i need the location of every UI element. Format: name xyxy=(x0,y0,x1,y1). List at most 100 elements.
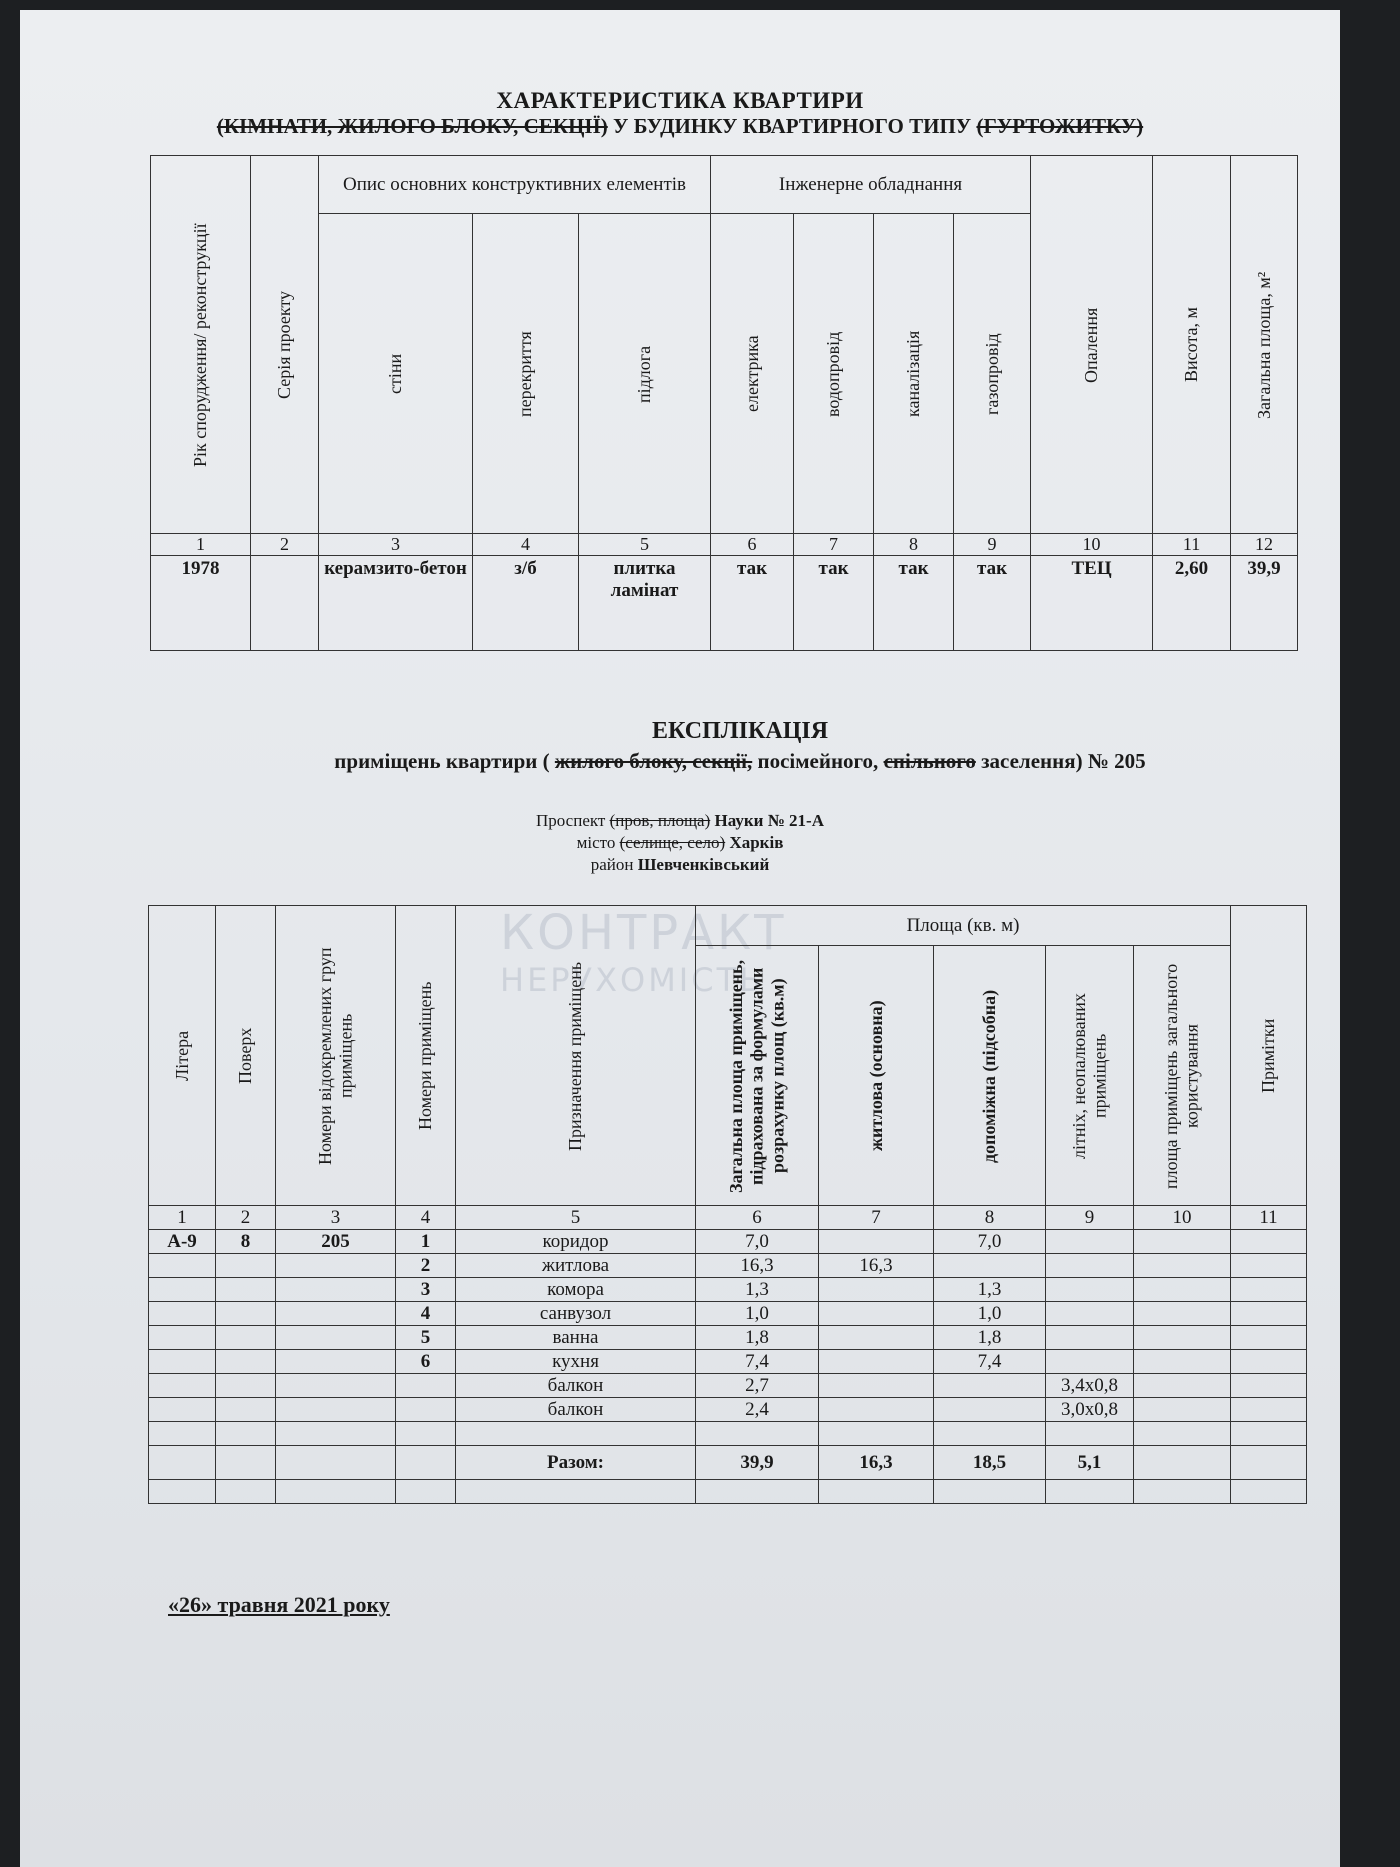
column-header-text: літніх, неопалюваних приміщень xyxy=(1068,992,1110,1159)
room-cell xyxy=(1132,1325,1232,1350)
blank-cell xyxy=(275,1445,396,1480)
room-cell: 2,7 xyxy=(695,1373,819,1398)
room-cell xyxy=(148,1349,216,1374)
column-header-text: газопровід xyxy=(981,332,1002,415)
column-header: Рік спорудження/ реконструкції xyxy=(150,155,251,534)
header: ХАРАКТЕРИСТИКА КВАРТИРИ (КІМНАТИ, ЖИЛОГО… xyxy=(20,88,1340,139)
room-cell: 7,0 xyxy=(933,1229,1046,1254)
data-cell: з/б xyxy=(472,555,579,651)
date: «26» травня 2021 року xyxy=(168,1592,390,1617)
address-line: Проспект (пров, площа) Науки № 21-А xyxy=(400,810,960,832)
address-value: Шевченківський xyxy=(637,855,770,874)
room-cell xyxy=(1230,1373,1308,1398)
room-row: А-9 8 205 1 коридор 7,0 7,0 xyxy=(148,1229,1308,1254)
room-cell: 7,4 xyxy=(695,1349,819,1374)
column-number: 10 xyxy=(1030,533,1154,556)
room-cell xyxy=(818,1373,934,1398)
header-title: ХАРАКТЕРИСТИКА КВАРТИРИ xyxy=(496,88,864,113)
room-cell: санвузол xyxy=(455,1301,696,1326)
room-cell xyxy=(148,1373,216,1398)
room-cell xyxy=(215,1373,276,1398)
room-cell xyxy=(275,1373,396,1398)
room-cell xyxy=(1230,1253,1308,1278)
column-header-text: Загальна площа, м² xyxy=(1253,270,1274,419)
blank-cell xyxy=(1045,1421,1134,1446)
room-cell: 2 xyxy=(395,1253,456,1278)
room-cell: 1,8 xyxy=(933,1325,1046,1350)
table: Літера Поверх Номери відокремлених груп пр… xyxy=(148,905,1308,1504)
column-header-text: Опалення xyxy=(1081,306,1102,383)
column-header: площа приміщень загального користування xyxy=(1132,945,1232,1206)
data-cell: керамзито-бетон xyxy=(318,555,473,651)
column-number: 9 xyxy=(1045,1205,1134,1230)
room-cell xyxy=(818,1301,934,1326)
column-header-text: площа приміщень загального користування xyxy=(1161,962,1203,1189)
address-label: район xyxy=(590,855,634,874)
room-cell xyxy=(1045,1229,1134,1254)
room-cell xyxy=(1132,1253,1232,1278)
room-cell xyxy=(1132,1373,1232,1398)
address-value: Науки № 21-А xyxy=(714,811,824,830)
column-header-text: Літера xyxy=(171,1030,192,1081)
blank-row xyxy=(148,1479,1308,1504)
column-number: 10 xyxy=(1132,1205,1232,1230)
address-struck: (пров, площа) xyxy=(609,811,711,830)
room-cell: 2,4 xyxy=(695,1397,819,1422)
data-cell: так xyxy=(953,555,1032,651)
room-cell xyxy=(275,1277,396,1302)
explication-header: ЕКСПЛІКАЦІЯ приміщень квартири ( жилого … xyxy=(170,718,1310,774)
room-cell xyxy=(215,1301,276,1326)
room-cell xyxy=(818,1277,934,1302)
explication-title: ЕКСПЛІКАЦІЯ xyxy=(651,718,829,744)
address-label: Проспект xyxy=(535,811,606,830)
data-cell: так xyxy=(873,555,955,651)
room-cell: 8 xyxy=(215,1229,276,1254)
column-header-text: Висота, м xyxy=(1181,307,1202,382)
column-header-text: перекриття xyxy=(515,330,536,417)
room-cell xyxy=(1132,1229,1232,1254)
column-number: 7 xyxy=(793,533,875,556)
document-sheet: ХАРАКТЕРИСТИКА КВАРТИРИ (КІМНАТИ, ЖИЛОГО… xyxy=(20,10,1340,1867)
room-cell xyxy=(275,1325,396,1350)
blank-cell xyxy=(215,1421,276,1446)
text-part: жилого блоку, секції, xyxy=(554,749,753,773)
data-cell xyxy=(250,555,319,651)
text-part: У БУДИНКУ КВАРТИРНОГО ТИПУ xyxy=(613,114,972,138)
column-header: газопровід xyxy=(953,213,1032,534)
room-row: 5 ванна 1,8 1,8 xyxy=(148,1325,1308,1350)
room-cell: кухня xyxy=(455,1349,696,1374)
blank-cell xyxy=(695,1479,819,1504)
room-cell xyxy=(1230,1277,1308,1302)
blank-cell xyxy=(1132,1421,1232,1446)
room-cell xyxy=(1230,1349,1308,1374)
column-header: Призначення приміщень xyxy=(455,905,696,1206)
address-label: місто xyxy=(576,833,616,852)
blank-cell xyxy=(1230,1479,1308,1504)
room-row: 6 кухня 7,4 7,4 xyxy=(148,1349,1308,1374)
room-cell: балкон xyxy=(455,1373,696,1398)
blank-cell xyxy=(455,1479,696,1504)
group-header: Опис основних конструктивних елементів xyxy=(317,155,712,214)
text-part: посімейного, xyxy=(752,749,884,773)
room-cell: 1,0 xyxy=(695,1301,819,1326)
column-header: Номери відокремлених груп приміщень xyxy=(275,905,396,1206)
blank-row xyxy=(148,1421,1308,1446)
column-number: 11 xyxy=(1152,533,1232,556)
room-cell xyxy=(395,1397,456,1422)
blank-cell xyxy=(148,1479,216,1504)
column-header-text: Примітки xyxy=(1258,1018,1279,1093)
blank-cell xyxy=(395,1479,456,1504)
total-value: 5,1 xyxy=(1045,1445,1134,1480)
column-number-row: 1 2 3 4 5 6 7 8 9 10 11 12 xyxy=(150,533,1299,556)
data-cell: 2,60 xyxy=(1152,555,1232,651)
column-header: житлова (основна) xyxy=(818,945,934,1206)
column-header-text: Поверх xyxy=(235,1027,256,1084)
column-number: 9 xyxy=(953,533,1032,556)
total-label: Разом: xyxy=(455,1445,696,1480)
room-cell xyxy=(148,1397,216,1422)
room-cell: 1 xyxy=(395,1229,456,1254)
room-cell xyxy=(1132,1301,1232,1326)
column-number: 2 xyxy=(250,533,319,556)
text-part: спільного xyxy=(883,749,976,773)
